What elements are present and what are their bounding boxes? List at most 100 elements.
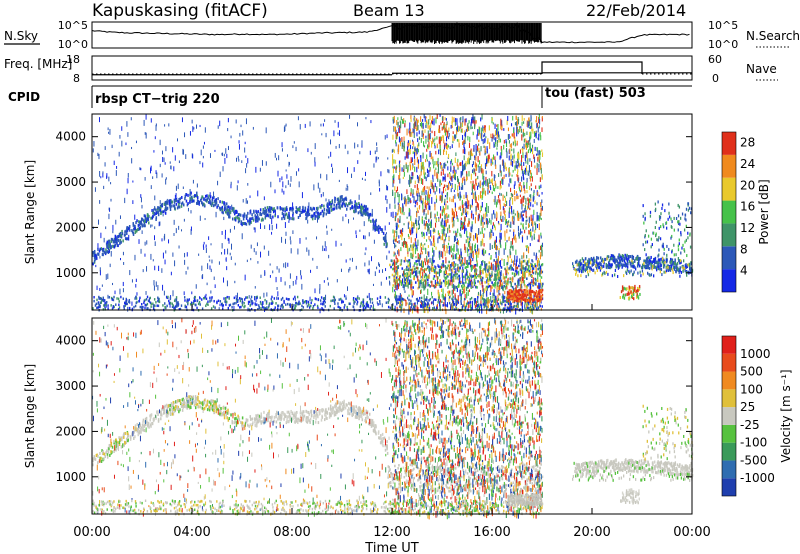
echo-cell [415, 255, 417, 259]
echo-cell [422, 261, 424, 268]
echo-cell [474, 191, 476, 196]
echo-cell [397, 209, 399, 215]
echo-cell [196, 191, 198, 195]
echo-cell [457, 192, 459, 197]
echo-cell [98, 249, 101, 253]
echo-cell [108, 250, 110, 254]
echo-cell [148, 221, 150, 225]
echo-cell [482, 184, 484, 188]
echo-cell [428, 125, 430, 130]
echo-cell [195, 284, 197, 289]
echo-cell [413, 270, 416, 273]
echo-cell [340, 204, 343, 208]
echo-cell [409, 279, 411, 285]
echo-cell [496, 143, 498, 147]
echo-cell [643, 262, 645, 266]
echo-cell [525, 160, 527, 164]
echo-cell [519, 268, 522, 271]
echo-cell [504, 195, 506, 198]
echo-cell [453, 175, 455, 180]
echo-cell [189, 193, 191, 197]
echo-cell [481, 260, 484, 263]
echo-cell [462, 165, 464, 170]
echo-cell [530, 115, 532, 122]
echo-cell [409, 228, 411, 232]
echo-cell [629, 261, 632, 265]
echo-cell [447, 291, 449, 294]
echo-cell [170, 204, 172, 208]
echo-cell [211, 259, 213, 264]
echo-cell [475, 249, 477, 255]
echo-cell [522, 146, 524, 149]
echo-cell [125, 142, 127, 146]
echo-cell [512, 169, 514, 173]
echo-cell [414, 305, 416, 312]
echo-cell [437, 169, 439, 174]
echo-cell [540, 308, 542, 311]
echo-cell [432, 178, 434, 183]
echo-cell [639, 256, 641, 260]
echo-cell [395, 189, 397, 193]
echo-cell [520, 160, 522, 166]
echo-cell [494, 295, 496, 301]
echo-cell [582, 266, 585, 270]
echo-cell [172, 204, 174, 208]
echo-cell [584, 257, 587, 261]
echo-cell [367, 211, 369, 215]
echo-cell [486, 148, 488, 154]
echo-cell [427, 135, 429, 143]
echo-cell [294, 297, 296, 301]
echo-cell [453, 277, 455, 283]
echo-cell [393, 254, 395, 257]
echo-cell [454, 203, 456, 208]
echo-cell [505, 269, 507, 276]
echo-cell [672, 261, 674, 265]
echo-cell [285, 123, 287, 127]
echo-cell [422, 200, 424, 206]
echo-cell [469, 301, 471, 308]
echo-cell [459, 267, 461, 270]
echo-cell [526, 131, 528, 136]
echo-cell [486, 286, 488, 291]
echo-cell [475, 148, 477, 156]
echo-cell [489, 292, 491, 296]
echo-cell [404, 278, 407, 281]
echo-cell [486, 297, 488, 305]
echo-cell [444, 250, 446, 257]
echo-cell [585, 267, 588, 271]
echo-cell [459, 162, 461, 166]
echo-cell [417, 119, 419, 123]
echo-cell [244, 147, 246, 153]
echo-cell [410, 252, 412, 258]
echo-cell [482, 288, 485, 294]
echo-cell [255, 296, 257, 303]
echo-cell [651, 261, 653, 265]
echo-cell [479, 270, 481, 276]
echo-cell [373, 163, 375, 168]
echo-cell [525, 142, 528, 146]
echo-cell [163, 202, 166, 206]
echo-cell [539, 150, 541, 155]
echo-cell [354, 200, 356, 204]
echo-cell [468, 126, 470, 131]
echo-cell [420, 200, 422, 204]
echo-cell [371, 256, 373, 262]
echo-cell [497, 265, 499, 270]
echo-cell [371, 213, 373, 217]
echo-cell [444, 201, 446, 206]
echo-cell [474, 243, 476, 249]
echo-cell [211, 201, 214, 205]
echo-cell [392, 211, 394, 219]
echo-cell [274, 189, 276, 194]
echo-cell [205, 198, 207, 202]
echo-cell [407, 264, 410, 267]
echo-cell [281, 142, 283, 148]
echo-cell [177, 205, 180, 209]
echo-cell [394, 242, 396, 249]
echo-cell [185, 199, 188, 203]
echo-cell [416, 193, 418, 197]
echo-cell [538, 249, 540, 253]
echo-cell [284, 207, 286, 211]
echo-cell [404, 290, 406, 293]
echo-cell [494, 273, 496, 280]
